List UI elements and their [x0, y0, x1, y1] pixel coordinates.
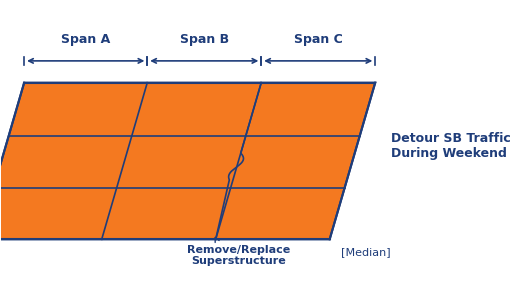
- Text: Span B: Span B: [180, 33, 229, 46]
- Text: Span A: Span A: [61, 33, 110, 46]
- Text: Remove/Replace
Superstructure: Remove/Replace Superstructure: [187, 238, 290, 266]
- Text: Span C: Span C: [294, 33, 343, 46]
- Text: [Median]: [Median]: [341, 247, 391, 258]
- Polygon shape: [0, 83, 375, 239]
- Text: Detour SB Traffic
During Weekend: Detour SB Traffic During Weekend: [391, 132, 511, 161]
